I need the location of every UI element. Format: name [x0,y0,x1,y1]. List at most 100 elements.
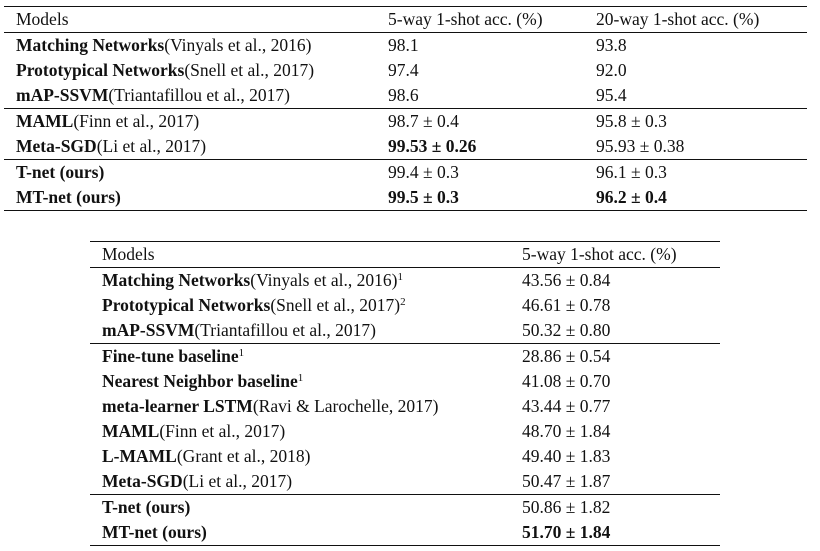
model-name: MT-net (ours) [102,522,207,542]
footnote-marker: 1 [238,347,245,359]
model-name: Matching Networks [16,35,165,55]
model-cell: Matching Networks(Vinyals et al., 2016) [4,33,388,59]
model-citation: (Grant et al., 2018) [176,446,311,466]
model-citation: (Vinyals et al., 2016) [250,270,398,290]
model-citation: (Vinyals et al., 2016) [164,35,312,55]
model-name: Meta-SGD [102,471,183,491]
model-cell: MAML(Finn et al., 2017) [4,108,388,134]
model-name: mAP-SSVM [16,85,109,105]
model-name: T-net (ours) [4,159,388,185]
table-row: mAP-SSVM(Triantafillou et al., 2017) 98.… [4,83,807,109]
acc-20way: 95.4 [596,85,627,105]
model-citation: (Triantafillou et al., 2017) [194,320,376,340]
table-header-row: Models 5-way 1-shot acc. (%) 20-way 1-sh… [4,6,807,33]
footnote-marker: 2 [400,296,406,308]
model-citation: (Snell et al., 2017) [184,60,315,80]
footnote-marker: 1 [297,372,304,384]
header-5way: 5-way 1-shot acc. (%) [522,241,720,268]
model-cell: Fine-tune baseline1 [90,343,522,369]
table-header-row: Models 5-way 1-shot acc. (%) [90,241,720,268]
model-cell: Prototypical Networks(Snell et al., 2017… [4,58,388,83]
model-name: Nearest Neighbor baseline [102,371,298,391]
model-citation: (Triantafillou et al., 2017) [108,85,290,105]
acc-5way: 98.1 [388,35,419,55]
acc-5way: 99.5 ± 0.3 [388,187,459,207]
acc-20way: 96.1 ± 0.3 [596,159,807,185]
table-row: L-MAML(Grant et al., 2018) 49.40 ± 1.83 [90,444,720,469]
model-name: Meta-SGD [16,136,97,156]
model-citation: (Finn et al., 2017) [159,421,286,441]
model-name: MT-net (ours) [16,187,121,207]
omniglot-results-table: Models 5-way 1-shot acc. (%) 20-way 1-sh… [4,6,807,211]
acc-5way: 43.44 ± 0.77 [522,396,611,416]
table-row: Fine-tune baseline1 28.86 ± 0.54 [90,343,720,369]
acc-5way: 51.70 ± 1.84 [522,522,611,542]
acc-20way: 96.2 ± 0.4 [596,187,667,207]
acc-20way: 93.8 [596,35,627,55]
table-row: MT-net (ours) 99.5 ± 0.3 96.2 ± 0.4 [4,185,807,211]
model-cell: Meta-SGD(Li et al., 2017) [4,134,388,160]
model-cell: L-MAML(Grant et al., 2018) [90,444,522,469]
table-row: T-net (ours) 50.86 ± 1.82 [90,494,720,520]
acc-5way: 50.32 ± 0.80 [522,320,611,340]
header-models: Models [4,6,388,33]
acc-5way: 99.53 ± 0.26 [388,136,477,156]
table-row: Nearest Neighbor baseline1 41.08 ± 0.70 [90,369,720,394]
model-cell: Meta-SGD(Li et al., 2017) [90,469,522,495]
model-name: Matching Networks [102,270,251,290]
table-row: mAP-SSVM(Triantafillou et al., 2017) 50.… [90,318,720,344]
model-name: mAP-SSVM [102,320,195,340]
acc-20way: 95.8 ± 0.3 [596,108,807,134]
table-row: Meta-SGD(Li et al., 2017) 99.53 ± 0.26 9… [4,134,807,160]
acc-5way: 50.47 ± 1.87 [522,471,611,491]
header-20way: 20-way 1-shot acc. (%) [596,6,807,33]
model-cell: meta-learner LSTM(Ravi & Larochelle, 201… [90,394,522,419]
model-cell: mAP-SSVM(Triantafillou et al., 2017) [4,83,388,109]
acc-5way: 28.86 ± 0.54 [522,343,720,369]
acc-5way: 46.61 ± 0.78 [522,295,611,315]
table-row: Matching Networks(Vinyals et al., 2016)1… [90,268,720,294]
acc-20way: 95.93 ± 0.38 [596,136,685,156]
acc-5way: 97.4 [388,60,419,80]
footnote-marker: 1 [397,271,403,283]
acc-5way: 49.40 ± 1.83 [522,446,611,466]
acc-5way: 48.70 ± 1.84 [522,421,611,441]
model-citation: (Ravi & Larochelle, 2017) [252,396,439,416]
model-cell: MAML(Finn et al., 2017) [90,419,522,444]
header-5way: 5-way 1-shot acc. (%) [388,6,596,33]
model-citation: (Li et al., 2017) [182,471,293,491]
acc-20way: 92.0 [596,60,627,80]
header-models: Models [90,241,522,268]
acc-5way: 41.08 ± 0.70 [522,371,611,391]
miniimagenet-results-table: Models 5-way 1-shot acc. (%) Matching Ne… [90,241,720,546]
model-name: meta-learner LSTM [102,396,253,416]
table-row: Meta-SGD(Li et al., 2017) 50.47 ± 1.87 [90,469,720,495]
model-citation: (Finn et al., 2017) [73,111,200,131]
model-name: L-MAML [102,446,177,466]
acc-5way: 98.7 ± 0.4 [388,108,596,134]
acc-5way: 99.4 ± 0.3 [388,159,596,185]
model-citation: (Li et al., 2017) [96,136,207,156]
model-name: Prototypical Networks [102,295,271,315]
table-row: MT-net (ours) 51.70 ± 1.84 [90,520,720,546]
model-cell: Nearest Neighbor baseline1 [90,369,522,394]
model-name: MAML [16,111,74,131]
model-cell: Prototypical Networks(Snell et al., 2017… [90,293,522,318]
table-row: T-net (ours) 99.4 ± 0.3 96.1 ± 0.3 [4,159,807,185]
table-row: MAML(Finn et al., 2017) 98.7 ± 0.4 95.8 … [4,108,807,134]
table-row: Prototypical Networks(Snell et al., 2017… [4,58,807,83]
acc-5way: 98.6 [388,85,419,105]
model-name: Prototypical Networks [16,60,185,80]
model-name: Fine-tune baseline [102,346,239,366]
table-row: MAML(Finn et al., 2017) 48.70 ± 1.84 [90,419,720,444]
model-name: MAML [102,421,160,441]
model-name: T-net (ours) [90,494,522,520]
acc-5way: 43.56 ± 0.84 [522,270,611,290]
acc-5way: 50.86 ± 1.82 [522,494,720,520]
table-row: Matching Networks(Vinyals et al., 2016) … [4,33,807,59]
model-cell: mAP-SSVM(Triantafillou et al., 2017) [90,318,522,344]
model-citation: (Snell et al., 2017) [270,295,401,315]
table-row: meta-learner LSTM(Ravi & Larochelle, 201… [90,394,720,419]
table-row: Prototypical Networks(Snell et al., 2017… [90,293,720,318]
model-cell: Matching Networks(Vinyals et al., 2016)1 [90,268,522,294]
